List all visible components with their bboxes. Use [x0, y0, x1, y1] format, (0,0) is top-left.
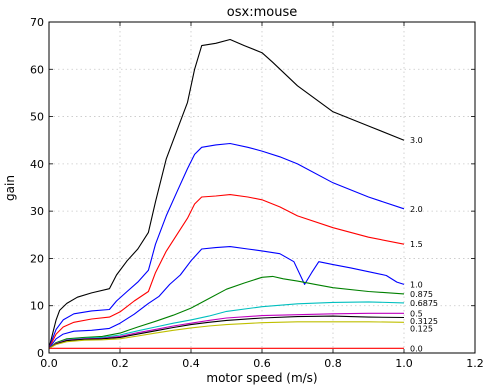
y-tick-label: 20 — [30, 252, 44, 265]
y-tick-label: 30 — [30, 205, 44, 218]
series-line — [48, 194, 405, 349]
tick-labels: 0.0 0.2 0.4 0.6 0.8 1.0 1.2 0 10 20 30 40 50 60 70 — [30, 16, 484, 370]
y-tick-label: 50 — [30, 111, 44, 124]
chart-title: osx:mouse — [227, 5, 297, 20]
series-line — [48, 275, 405, 349]
series-label: 1.0 — [410, 280, 423, 289]
x-tick-label: 0.6 — [253, 357, 271, 370]
y-tick-label: 40 — [30, 158, 44, 171]
series-label: 0.875 — [410, 290, 433, 299]
series-line — [48, 246, 405, 349]
series-label: 0.6875 — [410, 299, 438, 308]
series-line — [48, 38, 405, 349]
series-label: 3.0 — [410, 136, 423, 145]
y-axis-title: gain — [3, 175, 17, 201]
series-line — [48, 315, 405, 349]
series-label: 0.3125 — [410, 317, 438, 326]
x-tick-label: 1.0 — [395, 357, 413, 370]
y-tick-label: 60 — [30, 63, 44, 76]
y-tick-label: 70 — [30, 16, 44, 29]
series-label: 0.0 — [410, 344, 423, 353]
ticks — [48, 21, 476, 354]
series-label: 0.125 — [410, 324, 433, 333]
series-lines — [48, 38, 405, 349]
series-line — [48, 142, 405, 349]
y-tick-label: 0 — [37, 347, 44, 360]
x-axis-title: motor speed (m/s) — [206, 371, 317, 385]
y-tick-label: 10 — [30, 300, 44, 313]
x-tick-label: 0.4 — [182, 357, 200, 370]
series-label: 1.5 — [410, 240, 423, 249]
x-tick-label: 1.2 — [466, 357, 484, 370]
series-label: 0.5 — [410, 309, 423, 318]
series-label: 2.0 — [410, 205, 423, 214]
series-line — [48, 321, 405, 349]
x-tick-label: 0.2 — [111, 357, 129, 370]
x-tick-label: 0.0 — [40, 357, 58, 370]
x-tick-label: 0.8 — [324, 357, 342, 370]
